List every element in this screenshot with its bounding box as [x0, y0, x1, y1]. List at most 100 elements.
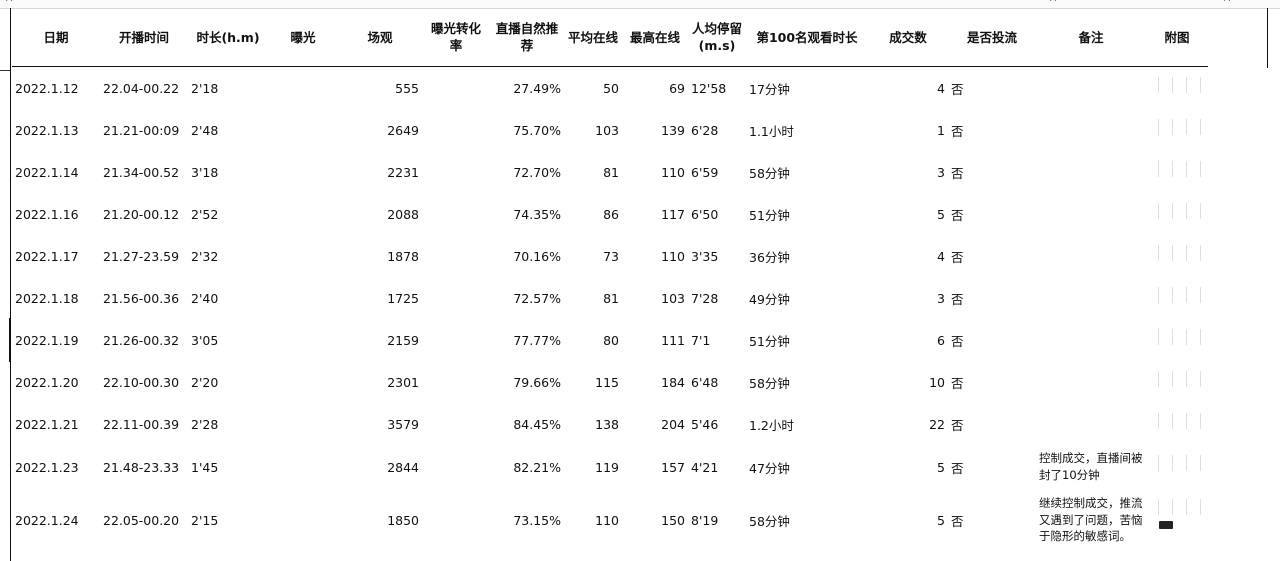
avg-online-cell[interactable]: 73: [603, 248, 619, 264]
peak-online-cell[interactable]: 204: [661, 416, 685, 432]
natural-recommend-cell[interactable]: 77.77%: [513, 332, 561, 348]
views-cell[interactable]: 1850: [387, 512, 419, 528]
avg-stay-cell[interactable]: 4'21: [691, 459, 719, 475]
attachment-thumbnail[interactable]: [1149, 489, 1205, 551]
views-cell[interactable]: 2301: [387, 374, 419, 390]
start-time-cell[interactable]: 21.34-00.52: [103, 164, 180, 180]
peak-online-cell[interactable]: 111: [661, 332, 685, 348]
exposure-cell[interactable]: [268, 361, 338, 403]
natural-recommend-cell[interactable]: 70.16%: [513, 248, 561, 264]
top100-watch-cell[interactable]: 58分钟: [749, 375, 790, 391]
views-cell[interactable]: 3579: [387, 416, 419, 432]
peak-online-cell[interactable]: 150: [661, 512, 685, 528]
start-time-cell[interactable]: 21.27-23.59: [103, 248, 180, 264]
start-time-cell[interactable]: 22.11-00.39: [103, 416, 180, 432]
duration-cell[interactable]: 2'18: [191, 80, 219, 96]
column-header[interactable]: 时长(h.m): [188, 10, 268, 67]
natural-recommend-cell[interactable]: 82.21%: [513, 459, 561, 475]
start-time-cell[interactable]: 22.10-00.30: [103, 374, 180, 390]
attachment-thumbnail[interactable]: [1149, 361, 1205, 403]
natural-recommend-cell[interactable]: 79.66%: [513, 374, 561, 390]
duration-cell[interactable]: 2'40: [191, 290, 219, 306]
note-cell[interactable]: [1036, 109, 1146, 151]
exposure-cell[interactable]: [268, 445, 338, 489]
attachment-cell[interactable]: [1146, 445, 1208, 489]
table-row[interactable]: 2022.1.16 21.20-00.12 2'52 2088 74.35% 86 117 6…: [12, 193, 1208, 235]
peak-online-cell[interactable]: 184: [661, 374, 685, 390]
avg-stay-cell[interactable]: 5'46: [691, 416, 719, 432]
peak-online-cell[interactable]: 157: [661, 459, 685, 475]
table-row[interactable]: 2022.1.20 22.10-00.30 2'20 2301 79.66% 115 184…: [12, 361, 1208, 403]
column-header[interactable]: 最高在线: [622, 10, 688, 67]
duration-cell[interactable]: 2'28: [191, 416, 219, 432]
note-cell[interactable]: [1036, 319, 1146, 361]
date-cell[interactable]: 2022.1.21: [15, 416, 79, 432]
natural-recommend-cell[interactable]: 72.57%: [513, 290, 561, 306]
avg-online-cell[interactable]: 81: [603, 290, 619, 306]
date-cell[interactable]: 2022.1.12: [15, 80, 79, 96]
natural-recommend-cell[interactable]: 72.70%: [513, 164, 561, 180]
column-header[interactable]: 曝光转化率: [422, 10, 490, 67]
attachment-cell[interactable]: [1146, 403, 1208, 445]
deals-cell[interactable]: 1: [937, 122, 945, 138]
conversion-cell[interactable]: [422, 445, 490, 489]
column-letter[interactable]: A: [6, 0, 12, 4]
table-row[interactable]: 2022.1.21 22.11-00.39 2'28 3579 84.45% 138 204…: [12, 403, 1208, 445]
avg-online-cell[interactable]: 110: [595, 512, 619, 528]
date-cell[interactable]: 2022.1.20: [15, 374, 79, 390]
peak-online-cell[interactable]: 110: [661, 164, 685, 180]
note-cell[interactable]: [1036, 235, 1146, 277]
start-time-cell[interactable]: 21.26-00.32: [103, 332, 180, 348]
exposure-cell[interactable]: [268, 235, 338, 277]
peak-online-cell[interactable]: 103: [661, 290, 685, 306]
peak-online-cell[interactable]: 69: [669, 80, 685, 96]
duration-cell[interactable]: 2'32: [191, 248, 219, 264]
exposure-cell[interactable]: [268, 403, 338, 445]
top100-watch-cell[interactable]: 1.2小时: [749, 417, 794, 433]
views-cell[interactable]: 2649: [387, 122, 419, 138]
column-header[interactable]: 平均在线: [564, 10, 622, 67]
note-cell[interactable]: [1036, 403, 1146, 445]
column-header[interactable]: 成交数: [868, 10, 948, 67]
deals-cell[interactable]: 5: [937, 459, 945, 475]
views-cell[interactable]: 555: [395, 80, 419, 96]
natural-recommend-cell[interactable]: 84.45%: [513, 416, 561, 432]
peak-online-cell[interactable]: 110: [661, 248, 685, 264]
natural-recommend-cell[interactable]: 73.15%: [513, 512, 561, 528]
duration-cell[interactable]: 1'45: [191, 459, 219, 475]
avg-stay-cell[interactable]: 6'28: [691, 122, 719, 138]
deals-cell[interactable]: 10: [929, 374, 945, 390]
conversion-cell[interactable]: [422, 67, 490, 110]
paid-traffic-cell[interactable]: 否: [951, 333, 964, 349]
paid-traffic-cell[interactable]: 否: [951, 165, 964, 181]
attachment-cell[interactable]: [1146, 361, 1208, 403]
natural-recommend-cell[interactable]: 74.35%: [513, 206, 561, 222]
column-header[interactable]: 曝光: [268, 10, 338, 67]
conversion-cell[interactable]: [422, 193, 490, 235]
top100-watch-cell[interactable]: 1.1小时: [749, 123, 794, 139]
avg-stay-cell[interactable]: 7'28: [691, 290, 719, 306]
table-row[interactable]: 2022.1.24 22.05-00.20 2'15 1850 73.15% 110 150…: [12, 489, 1208, 551]
paid-traffic-cell[interactable]: 否: [951, 207, 964, 223]
views-cell[interactable]: 2159: [387, 332, 419, 348]
attachment-thumbnail[interactable]: [1149, 403, 1205, 445]
avg-online-cell[interactable]: 138: [595, 416, 619, 432]
attachment-cell[interactable]: [1146, 67, 1208, 110]
attachment-cell[interactable]: [1146, 193, 1208, 235]
date-cell[interactable]: 2022.1.13: [15, 122, 79, 138]
conversion-cell[interactable]: [422, 151, 490, 193]
avg-stay-cell[interactable]: 6'50: [691, 206, 719, 222]
table-row[interactable]: 2022.1.12 22.04-00.22 2'18 555 27.49% 50 69 12'…: [12, 67, 1208, 110]
column-header[interactable]: 附图: [1146, 10, 1208, 67]
exposure-cell[interactable]: [268, 489, 338, 551]
top100-watch-cell[interactable]: 49分钟: [749, 291, 790, 307]
avg-online-cell[interactable]: 80: [603, 332, 619, 348]
start-time-cell[interactable]: 22.05-00.20: [103, 512, 180, 528]
paid-traffic-cell[interactable]: 否: [951, 291, 964, 307]
attachment-cell[interactable]: [1146, 277, 1208, 319]
deals-cell[interactable]: 5: [937, 512, 945, 528]
paid-traffic-cell[interactable]: 否: [951, 460, 964, 476]
table-row[interactable]: 2022.1.23 21.48-23.33 1'45 2844 82.21% 119 157…: [12, 445, 1208, 489]
duration-cell[interactable]: 2'20: [191, 374, 219, 390]
top100-watch-cell[interactable]: 58分钟: [749, 513, 790, 529]
